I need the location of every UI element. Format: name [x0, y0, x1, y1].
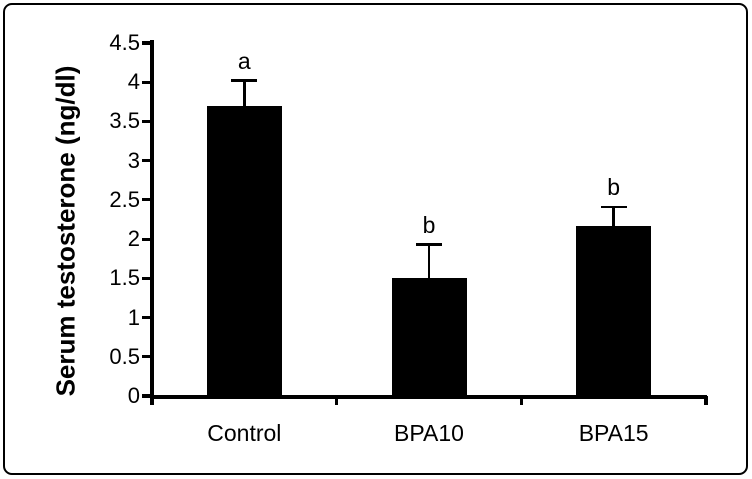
- y-tick-label: 1.5: [109, 265, 140, 291]
- significance-letter: b: [422, 211, 436, 238]
- x-tick: [519, 396, 523, 405]
- significance-letter: a: [237, 47, 251, 74]
- x-category-label: BPA10: [394, 420, 464, 446]
- y-tick-label: 3: [127, 147, 140, 173]
- error-bar-line: [243, 80, 246, 106]
- y-tick: [142, 276, 151, 280]
- error-bar-cap: [600, 205, 627, 209]
- x-tick: [150, 396, 154, 405]
- y-axis-title: Serum testosterone (ng/dl): [50, 65, 81, 397]
- y-tick: [142, 159, 151, 163]
- y-tick-label: 2: [127, 226, 140, 252]
- y-tick-label: 3.5: [109, 108, 140, 134]
- y-tick-label: 1: [127, 304, 140, 330]
- y-tick: [142, 119, 151, 124]
- y-tick-label: 4: [127, 69, 140, 95]
- significance-letter: b: [607, 173, 621, 200]
- y-tick-label: 0.5: [109, 343, 140, 369]
- x-tick: [335, 396, 339, 405]
- y-axis-line: [150, 40, 154, 400]
- y-tick: [142, 237, 151, 241]
- bar-bpa15: [576, 225, 652, 396]
- x-category-label: BPA15: [578, 420, 649, 446]
- error-bar-line: [427, 244, 431, 279]
- y-tick: [142, 394, 151, 398]
- error-bar-line: [612, 206, 615, 226]
- y-tick-label: 4.5: [109, 30, 140, 55]
- y-tick: [142, 80, 151, 84]
- y-tick-label: 0: [127, 383, 140, 408]
- error-bar-cap: [231, 79, 258, 82]
- bar-bpa10: [391, 278, 467, 396]
- y-tick-label: 2.5: [109, 186, 140, 212]
- y-tick: [142, 315, 151, 320]
- error-bar-cap: [416, 243, 442, 246]
- x-tick: [704, 396, 708, 405]
- x-category-label: Control: [207, 420, 282, 446]
- y-tick: [142, 41, 151, 45]
- y-tick: [142, 355, 151, 359]
- x-axis-line: [150, 395, 707, 399]
- bar-control: [206, 105, 282, 396]
- y-tick: [142, 198, 151, 202]
